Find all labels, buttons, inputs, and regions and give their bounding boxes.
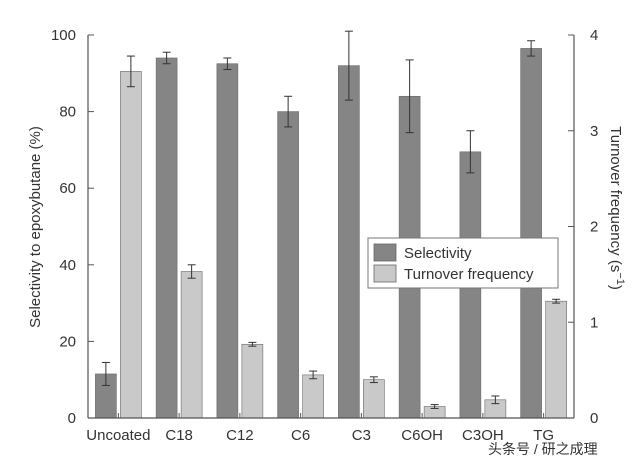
bar-selectivity-c3 [338, 65, 360, 419]
error-bar-turnover-c6oh [430, 404, 439, 409]
left-tick-label: 80 [59, 104, 76, 121]
error-bar-selectivity-c6oh [405, 59, 414, 134]
error-bar-turnover-c12 [248, 341, 257, 347]
legend-swatch-turnover [373, 264, 397, 283]
bar-selectivity-tg [520, 48, 542, 419]
right-axis-title: Turnover frequency (s−1) [607, 126, 626, 290]
left-tick-label: 100 [51, 27, 76, 44]
left-axis-title: Selectivity to epoxybutane (%) [27, 126, 44, 328]
left-tick-label: 60 [59, 180, 76, 197]
error-bar-turnover-c3 [369, 376, 378, 384]
x-tick-label-c6: C6 [291, 427, 310, 444]
legend-label-turnover: Turnover frequency [404, 266, 534, 283]
error-bar-turnover-uncoated [126, 55, 135, 88]
right-tick-label: 1 [590, 314, 598, 331]
x-tick-label-tg: TG [533, 427, 554, 444]
x-tick-label-c18: C18 [165, 427, 193, 444]
bar-selectivity-c18 [155, 57, 178, 419]
right-tick-label: 2 [590, 219, 598, 236]
error-bar-selectivity-tg [527, 40, 536, 57]
x-tick-label-c12: C12 [226, 427, 254, 444]
x-tick-label-uncoated: Uncoated [86, 427, 150, 444]
error-bar-turnover-c6 [309, 370, 318, 380]
legend-box [367, 237, 559, 289]
right-tick-label: 3 [590, 123, 598, 140]
x-axis-ticks: Uncoated C18 C12 C6 C3 C6OH C3OH TG [86, 413, 554, 444]
x-tick-label-c3oh: C3OH [462, 427, 504, 444]
error-bar-selectivity-uncoated [101, 361, 110, 386]
bar-selectivity-c6 [277, 111, 299, 419]
left-tick-label: 20 [59, 333, 76, 350]
error-bar-selectivity-c18 [162, 51, 171, 65]
bar-turnover-c3 [363, 379, 385, 419]
x-tick-label-c3: C3 [352, 427, 371, 444]
error-bar-turnover-tg [552, 298, 561, 304]
right-tick-label: 0 [590, 410, 598, 427]
error-bar-selectivity-c3 [344, 30, 353, 101]
left-tick-label: 40 [59, 257, 76, 274]
right-tick-label: 4 [590, 27, 598, 44]
error-bar-selectivity-c12 [223, 57, 232, 70]
bar-turnover-c18 [180, 271, 203, 419]
bar-turnover-c12 [241, 343, 264, 419]
left-tick-label: 0 [68, 410, 76, 427]
error-bar-selectivity-c3oh [466, 130, 475, 174]
error-bar-turnover-c3oh [491, 395, 500, 405]
x-tick-label-c6oh: C6OH [401, 427, 443, 444]
right-axis-ticks: 0 1 2 3 4 [568, 27, 598, 427]
bar-turnover-c6 [302, 374, 324, 419]
legend-swatch-selectivity [373, 243, 397, 262]
bars-layer [95, 48, 567, 419]
legend-label-selectivity: Selectivity [404, 245, 472, 262]
watermark-text: 头条号 / 研之成理 [488, 441, 598, 457]
legend: Selectivity Turnover frequency [367, 237, 559, 289]
error-bar-turnover-c18 [187, 264, 196, 279]
bar-selectivity-c12 [216, 63, 239, 419]
error-bars-layer [101, 30, 561, 409]
bar-turnover-tg [545, 300, 567, 419]
left-axis-ticks: 0 20 40 60 80 100 [51, 27, 94, 427]
error-bar-selectivity-c6 [284, 95, 293, 128]
bar-turnover-uncoated [120, 71, 142, 419]
